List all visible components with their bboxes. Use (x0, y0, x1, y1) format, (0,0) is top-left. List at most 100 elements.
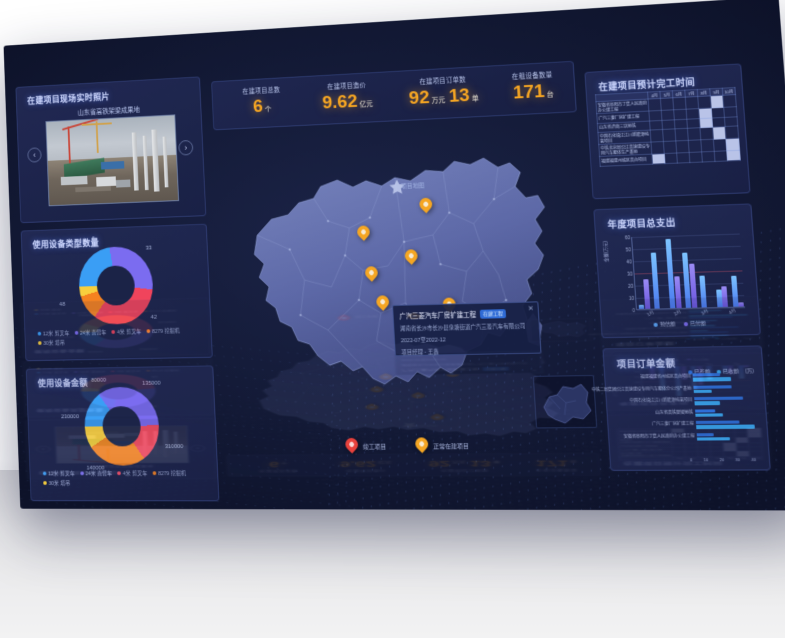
legend-label: 30米 塔吊 (48, 481, 71, 487)
gantt-empty-cell (725, 125, 739, 139)
tooltip-project-name: 广汽三菱汽车厂房扩建工程 (399, 311, 477, 321)
legend-item: 已签额 (687, 368, 710, 376)
bar-column (643, 279, 651, 309)
gantt-empty-cell (662, 128, 677, 142)
bar-gridline (636, 307, 746, 312)
legend-label: 预估额 (659, 321, 676, 328)
hbar-segment (694, 396, 743, 401)
gantt-corner-cell (595, 92, 649, 102)
gantt-filled-cell (726, 150, 741, 161)
bar-x-tick: 2月 (673, 308, 683, 317)
kpi-label: 在建项目总数 (242, 86, 281, 96)
map-marker[interactable] (440, 294, 459, 314)
gantt-empty-cell (648, 98, 662, 112)
legend-label: 4米 剪叉车 (122, 471, 148, 478)
bar-column (730, 275, 739, 307)
hbar-x-tick: 0 (689, 457, 693, 463)
gantt-empty-cell (686, 118, 701, 129)
hbar-segment (696, 436, 731, 441)
legend-label: 24米 直臂车 (85, 471, 113, 478)
map-legend: 竣工项目 正常在建项目 (342, 434, 470, 455)
map-marker[interactable] (416, 195, 435, 215)
tooltip-manager: 项目经理 - 王鑫 (401, 349, 439, 357)
hbar-segment (694, 408, 716, 413)
tooltip-close-icon[interactable]: ✕ (527, 305, 534, 313)
legend-item: 12米 剪叉车 (42, 470, 75, 478)
hbar-row-label: 山东省高铁架梁地铁 (655, 409, 694, 415)
legend-unit: (万) (744, 368, 755, 375)
kpi-value: 171台 (512, 81, 555, 104)
bar-gridline (634, 270, 743, 275)
map-marker[interactable] (362, 263, 381, 283)
gantt-empty-cell (723, 106, 738, 117)
hbar-segment (693, 384, 732, 389)
legend-color-dot (683, 321, 689, 326)
gantt-empty-cell (724, 116, 738, 127)
bar-x-tick: 4月 (728, 307, 738, 316)
legend-item: 30米 塔吊 (37, 339, 65, 347)
hbar-row-label: 安徽省阜阳市丁集人民政府办公建工程 (623, 432, 695, 439)
gantt-empty-cell (711, 107, 725, 118)
gantt-empty-cell (660, 97, 674, 111)
decor-dot-mesh-right (321, 211, 785, 511)
gantt-empty-cell (689, 151, 703, 163)
device-amount-legend: 12米 剪叉车 24米 直臂车 4米 剪叉车 8279 挖掘机 30米 塔吊 (42, 469, 216, 487)
gantt-empty-cell (650, 129, 664, 143)
bar-gridline (632, 245, 741, 251)
photo-prev-icon[interactable]: ‹ (27, 147, 42, 163)
legend-item: 24米 直臂车 (74, 328, 106, 337)
gantt-empty-cell (676, 152, 691, 163)
map-marker[interactable] (373, 292, 392, 312)
bar-gridline (633, 258, 742, 263)
hbar-row: 山东省高铁架梁地铁 (616, 407, 760, 420)
china-project-map[interactable]: 项目地图 ✕ 广汽三菱汽车厂房扩建工程 在建工程 湖南省长沙市长沙县泉塘街道广汽… (213, 112, 600, 476)
completion-schedule-title: 在建项目预计完工时间 (598, 77, 696, 93)
donut-ring (77, 245, 155, 326)
map-legend-item: 正常在建项目 (412, 434, 470, 454)
dashboard-screen: 在建项目现场实时照片 山东省高铁架梁成果地 ‹ (3, 0, 785, 511)
hbar-row: 安徽省阜阳市丁集人民政府办公建工程 (617, 431, 761, 443)
legend-item: 24米 直臂车 (79, 469, 113, 478)
legend-color-dot (716, 369, 721, 374)
bar-y-tick: 20 (627, 283, 634, 289)
gantt-empty-cell (714, 150, 728, 161)
donut-ring (83, 386, 161, 466)
gantt-row-label: 安徽省阜阳市丁集人民政府办公建工程 (595, 99, 650, 114)
hbar-segment (695, 413, 724, 417)
gantt-empty-cell (685, 96, 699, 110)
gantt-row: 中国石化镇江江川新能源纯氢项目 (597, 125, 739, 145)
legend-item: 4米 剪叉车 (117, 469, 147, 477)
legend-color-dot (42, 471, 47, 476)
bar-y-tick: 40 (626, 258, 632, 265)
hbar-row: 中铁二局集团沿江高速建设专用汽车整体分公司产基地 (592, 383, 758, 396)
live-photo-panel: 在建项目现场实时照片 山东省高铁架梁成果地 ‹ (15, 76, 207, 224)
kpi-item-rented-devices: 在租设备数量 171台 (493, 68, 573, 104)
legend-color-dot (117, 471, 122, 476)
bar-column (721, 285, 729, 307)
photo-next-icon[interactable]: › (178, 139, 194, 156)
tooltip-address: 湖南省长沙市长沙县泉塘街道广汽三菱汽车有限公司 (400, 323, 526, 333)
gantt-row: 福建福建州城区高台项目 (599, 150, 741, 166)
gantt-row: 中铁北京局沿江高速建设专用汽车整体生产基地 (598, 138, 740, 157)
annual-expense-title: 年度项目总支出 (607, 217, 676, 230)
donut-label: 48 (59, 302, 66, 308)
legend-color-dot (653, 322, 658, 327)
kpi-label: 在建项目订单数 (419, 76, 467, 87)
screen-perspective-wrapper: 在建项目现场实时照片 山东省高铁架梁成果地 ‹ (3, 0, 785, 513)
map-minimap[interactable] (532, 374, 598, 429)
map-project-tooltip[interactable]: ✕ 广汽三菱汽车厂房扩建工程 在建工程 湖南省长沙市长沙县泉塘街道广汽三菱汽车有… (392, 301, 542, 357)
bar-y-tick: 60 (624, 234, 631, 240)
live-photo-title: 在建项目现场实时照片 (27, 91, 110, 106)
legend-color-dot (152, 471, 157, 476)
bar-column (639, 305, 645, 309)
map-legend-label: 正常在建项目 (433, 444, 470, 451)
gantt-empty-cell (649, 119, 663, 131)
map-marker[interactable] (402, 246, 421, 266)
bar-y-tick: 0 (632, 307, 636, 313)
map-marker[interactable] (354, 223, 373, 242)
gantt-filled-cell (699, 117, 713, 128)
bar-x-tick: 1月 (646, 309, 656, 318)
